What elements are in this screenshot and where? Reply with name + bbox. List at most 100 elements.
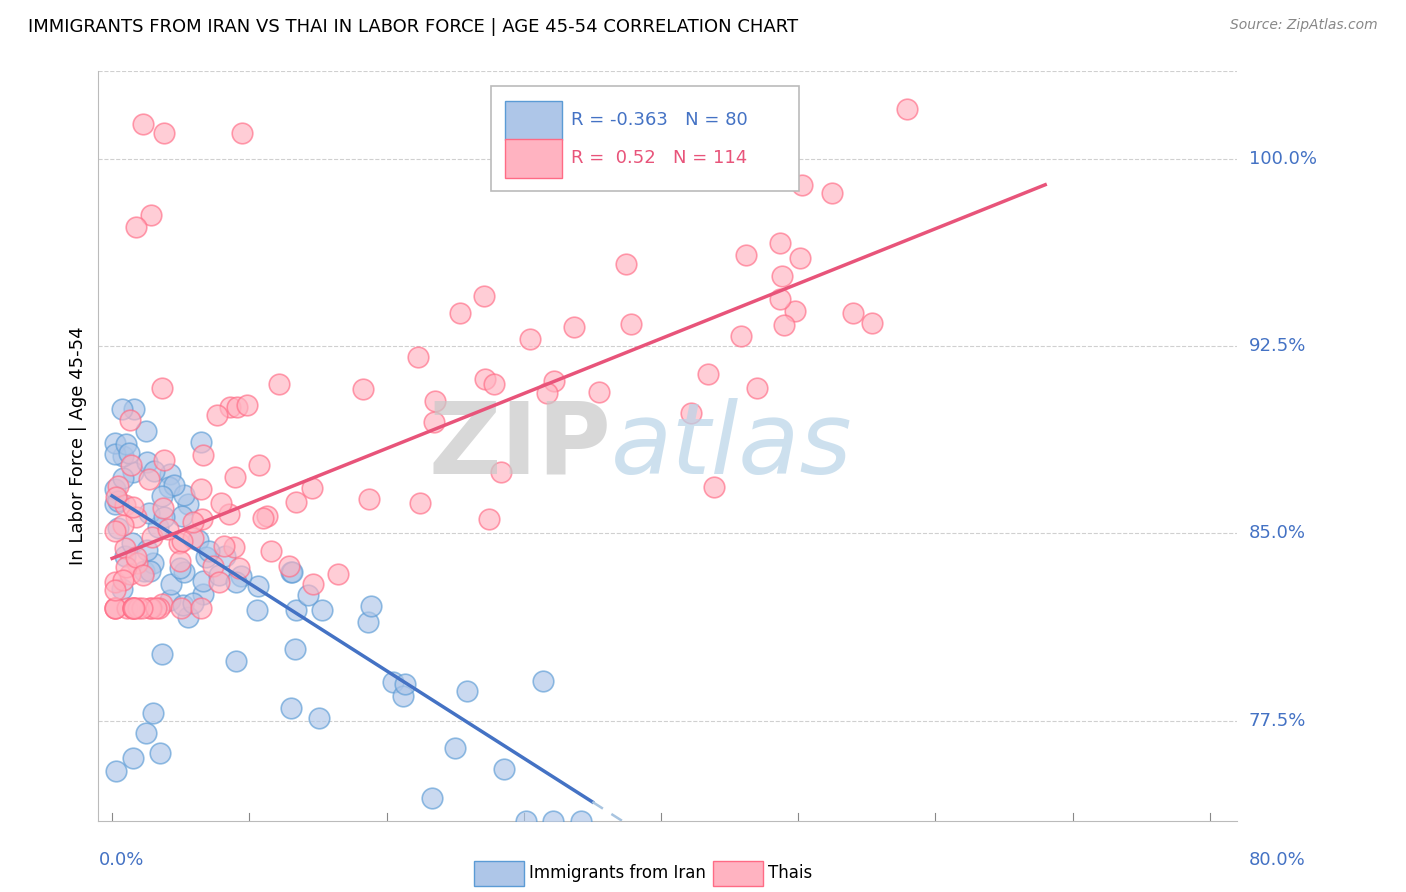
Point <box>710 151 733 165</box>
Point <box>142 556 165 570</box>
Point <box>112 449 135 463</box>
Point <box>172 534 194 549</box>
Point <box>138 472 160 486</box>
Point <box>104 582 127 597</box>
Point <box>193 574 215 588</box>
Point <box>120 458 142 473</box>
Point <box>114 437 136 451</box>
Point <box>284 641 307 656</box>
Point <box>201 559 224 574</box>
Text: 85.0%: 85.0% <box>1249 524 1306 542</box>
Point <box>138 506 160 520</box>
Text: R =  0.52   N = 114: R = 0.52 N = 114 <box>571 149 748 167</box>
Point <box>449 306 471 320</box>
Point <box>104 601 127 615</box>
Point <box>122 402 145 417</box>
Text: IMMIGRANTS FROM IRAN VS THAI IN LABOR FORCE | AGE 45-54 CORRELATION CHART: IMMIGRANTS FROM IRAN VS THAI IN LABOR FO… <box>28 18 799 36</box>
Point <box>114 560 136 574</box>
Point <box>284 603 307 617</box>
Point <box>104 601 127 615</box>
Point <box>301 576 323 591</box>
Point <box>152 509 174 524</box>
Point <box>842 306 865 320</box>
Point <box>117 445 139 459</box>
Point <box>141 530 163 544</box>
Point <box>145 601 167 615</box>
Point <box>821 186 844 201</box>
Point <box>236 398 259 412</box>
Point <box>420 791 443 805</box>
Point <box>111 471 134 485</box>
Point <box>159 577 181 591</box>
Point <box>212 539 235 553</box>
Point <box>150 381 173 395</box>
Point <box>112 573 135 587</box>
Point <box>214 549 236 563</box>
Point <box>193 587 215 601</box>
Point <box>360 599 382 614</box>
Point <box>207 575 229 590</box>
Point <box>157 480 180 494</box>
Point <box>153 452 176 467</box>
Point <box>790 178 813 192</box>
Point <box>131 601 153 615</box>
Point <box>494 762 516 776</box>
Point <box>225 575 247 590</box>
Point <box>111 518 134 533</box>
Point <box>588 384 610 399</box>
Point <box>135 424 157 438</box>
Point <box>197 544 219 558</box>
Point <box>543 375 565 389</box>
Point <box>357 491 380 506</box>
Point <box>107 494 129 508</box>
Point <box>104 435 127 450</box>
Point <box>142 464 165 478</box>
Point <box>172 598 194 612</box>
Point <box>357 615 380 630</box>
Point <box>472 289 495 303</box>
Point <box>173 488 195 502</box>
Point <box>207 408 229 422</box>
Point <box>135 543 157 558</box>
Point <box>121 601 143 615</box>
Point <box>308 711 330 725</box>
Text: R = -0.363   N = 80: R = -0.363 N = 80 <box>571 112 748 129</box>
Point <box>181 515 204 529</box>
Point <box>456 684 478 698</box>
Point <box>703 480 725 494</box>
Point <box>153 127 176 141</box>
Point <box>115 601 138 615</box>
Point <box>536 385 558 400</box>
Point <box>142 706 165 721</box>
Point <box>783 303 806 318</box>
Point <box>127 556 149 570</box>
Point <box>209 496 232 510</box>
Point <box>104 497 127 511</box>
Point <box>177 497 200 511</box>
Point <box>515 814 537 828</box>
Point <box>152 597 174 611</box>
Point <box>190 601 212 615</box>
Point <box>409 496 432 510</box>
Point <box>281 565 304 579</box>
Point <box>122 500 145 514</box>
Point <box>246 579 269 593</box>
Point <box>191 512 214 526</box>
Point <box>122 466 145 480</box>
Point <box>423 415 446 429</box>
Point <box>352 382 374 396</box>
Point <box>519 332 541 346</box>
Point <box>104 575 127 590</box>
Point <box>260 544 283 558</box>
Point <box>208 567 231 582</box>
Point <box>423 393 446 408</box>
Point <box>132 568 155 582</box>
Point <box>392 690 415 704</box>
Point <box>132 564 155 578</box>
Point <box>228 561 250 575</box>
Point <box>159 467 181 481</box>
Point <box>135 726 157 740</box>
Text: Thais: Thais <box>768 864 811 882</box>
Point <box>478 512 501 526</box>
Text: 92.5%: 92.5% <box>1249 337 1306 355</box>
